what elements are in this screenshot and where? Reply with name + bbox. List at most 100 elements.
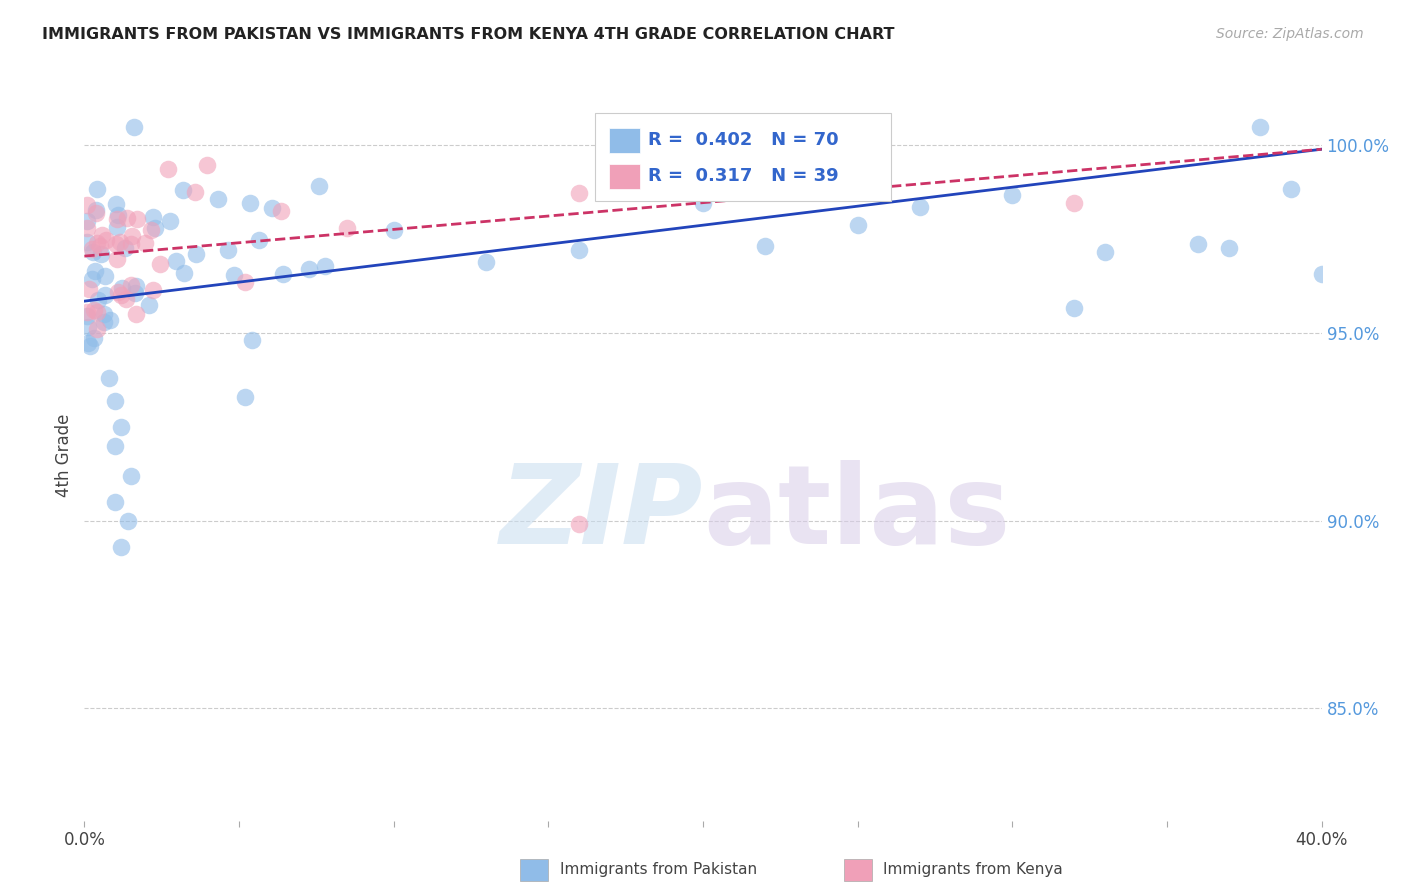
Point [107,208,129,222]
Point [86,236,108,251]
Text: Source: ZipAtlas.com: Source: ZipAtlas.com [1216,27,1364,41]
Point [314,259,336,273]
Point [143,221,166,235]
Point [139,223,162,237]
Point [260,202,283,216]
Point [111,281,134,295]
Point [568,517,591,532]
Point [94,234,117,248]
Point [104,495,127,509]
Point [76,305,98,319]
Point [84,202,107,217]
Point [89,239,111,253]
Point [77,282,100,296]
Point [83,331,105,345]
Point [240,333,263,347]
Point [93,288,115,302]
Point [159,214,181,228]
Point [120,278,142,293]
Point [336,220,359,235]
Point [186,247,208,261]
Point [233,390,256,404]
Point [86,322,108,336]
Point [105,252,128,266]
Text: IMMIGRANTS FROM PAKISTAN VS IMMIGRANTS FROM KENYA 4TH GRADE CORRELATION CHART: IMMIGRANTS FROM PAKISTAN VS IMMIGRANTS F… [42,27,894,42]
Point [125,307,148,321]
Point [104,197,127,211]
Point [80,272,103,286]
Point [568,186,591,200]
Point [233,276,256,290]
Point [77,335,100,350]
Point [91,227,114,242]
Point [195,158,218,172]
Point [124,286,146,301]
Point [76,320,98,334]
Point [308,178,330,193]
Y-axis label: 4th Grade: 4th Grade [55,413,73,497]
Text: atlas: atlas [703,460,1011,567]
Point [79,339,101,353]
Point [114,241,136,255]
Point [107,285,129,300]
Point [120,468,142,483]
Point [117,514,139,528]
Point [1187,236,1209,251]
Point [382,222,405,236]
Point [1094,245,1116,260]
Point [124,120,146,134]
Point [76,310,98,324]
Point [475,255,498,269]
Point [90,246,112,260]
Point [271,268,294,282]
Point [105,220,128,235]
Point [138,298,160,312]
Point [93,314,115,328]
Point [1249,120,1271,134]
Point [1063,195,1085,210]
Point [110,540,132,554]
Point [754,238,776,252]
Point [93,307,115,321]
Point [1218,241,1240,255]
Point [82,245,104,260]
Point [298,261,321,276]
Point [108,235,131,249]
Point [121,229,143,244]
Point [76,198,98,212]
Text: R =  0.402   N = 70: R = 0.402 N = 70 [648,131,839,149]
Point [846,219,869,233]
Point [207,192,229,206]
Point [76,220,98,235]
Point [217,243,239,257]
Point [80,242,103,256]
Point [86,305,108,319]
Point [1279,182,1302,196]
Point [1001,188,1024,202]
Point [86,182,108,196]
Point [239,195,262,210]
Text: Immigrants from Pakistan: Immigrants from Pakistan [560,863,756,877]
Point [100,312,122,326]
Point [115,211,138,225]
Point [76,214,98,228]
Point [172,183,194,197]
Point [1063,301,1085,316]
Text: Immigrants from Kenya: Immigrants from Kenya [883,863,1063,877]
Point [86,293,108,308]
Point [110,288,132,302]
Point [84,206,107,220]
Text: R =  0.317   N = 39: R = 0.317 N = 39 [648,167,839,186]
Point [270,204,292,219]
Point [149,257,172,271]
Point [83,303,105,318]
Point [104,438,127,452]
Point [98,371,121,385]
Point [165,254,187,268]
Point [83,264,105,278]
Text: ZIP: ZIP [499,460,703,567]
Point [142,283,165,297]
Point [114,292,136,306]
Point [125,278,148,293]
Point [247,233,270,247]
